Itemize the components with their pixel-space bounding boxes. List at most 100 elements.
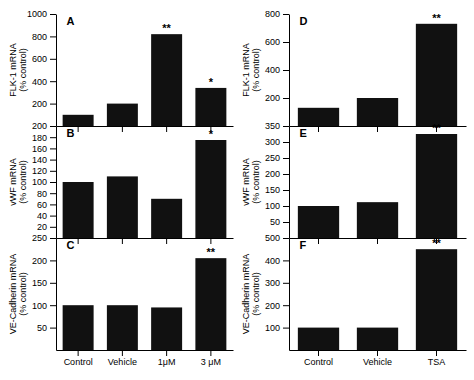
y-tick: 50 (37, 323, 56, 333)
x-tick-mark (122, 350, 123, 356)
y-tick-label: 200 (265, 301, 280, 311)
x-tick-mark (78, 238, 79, 244)
y-tick-label: 500 (265, 233, 280, 243)
bar (63, 115, 94, 126)
y-tick-mark (50, 260, 56, 261)
x-tick (210, 238, 211, 244)
y-tick-mark (50, 36, 56, 37)
y-tick-label: 600 (265, 37, 280, 47)
y-axis-label-line: (% control) (18, 272, 28, 316)
y-tick-label: 800 (265, 9, 280, 19)
figure: 2004006008001000FLK-1 mRNA(% control)A**… (0, 0, 474, 380)
y-axis-label-line: (% control) (251, 48, 261, 92)
bar (63, 305, 94, 350)
x-tick (122, 238, 123, 244)
y-tick: 200 (32, 256, 56, 266)
y-tick-mark (283, 283, 289, 284)
bar (63, 182, 94, 238)
bar (298, 108, 339, 126)
x-tick: Control (64, 350, 93, 367)
bar (416, 249, 457, 350)
y-tick-label: 20 (37, 222, 47, 232)
y-tick: 20 (37, 222, 56, 232)
x-tick: 1μM (158, 350, 176, 367)
y-tick-label: 100 (32, 177, 47, 187)
y-axis: 50100150200250300350 (265, 121, 290, 238)
y-tick-mark (50, 182, 56, 183)
y-axis: 100200300400500 (265, 233, 290, 350)
y-axis-label-line: VE-Cadherin mRNA (241, 254, 251, 335)
x-axis: ControlVehicleTSA (290, 350, 467, 367)
bar (107, 305, 138, 350)
bar (151, 307, 182, 350)
y-tick: 120 (32, 166, 56, 176)
y-tick-label: 180 (32, 133, 47, 143)
y-tick: 600 (32, 54, 56, 64)
y-tick-mark (50, 14, 56, 15)
y-axis-label-line: FLK-1 mRNA (241, 43, 251, 97)
y-axis-label-line: (% control) (251, 160, 261, 204)
y-tick-label: 150 (265, 185, 280, 195)
y-tick: 1000 (27, 9, 56, 19)
y-tick-mark (50, 59, 56, 60)
y-tick-mark (50, 126, 56, 127)
bar (357, 202, 398, 238)
y-tick-mark (50, 283, 56, 284)
y-tick-mark (283, 222, 289, 223)
y-tick-label: 400 (265, 65, 280, 75)
x-tick-label: 1μM (158, 357, 176, 367)
y-tick-label: 50 (37, 323, 47, 333)
y-tick-label: 1000 (27, 9, 47, 19)
x-tick-label: Control (304, 357, 333, 367)
y-tick: 200 (32, 99, 56, 109)
y-tick-mark (50, 204, 56, 205)
y-tick-label: 200 (32, 121, 47, 131)
y-tick-mark (50, 148, 56, 149)
y-tick-mark (283, 98, 289, 99)
x-tick (318, 238, 319, 244)
y-tick: 800 (32, 32, 56, 42)
y-tick-label: 600 (32, 54, 47, 64)
y-tick-label: 800 (32, 32, 47, 42)
x-axis: ControlVehicle1μM3 μM (57, 350, 234, 367)
y-tick-mark (283, 190, 289, 191)
x-tick-mark (377, 350, 378, 356)
y-tick-mark (50, 305, 56, 306)
y-tick: 400 (265, 65, 289, 75)
panel: 50100150200250300350vWF mRNA(% control)E… (241, 121, 467, 244)
y-tick: 150 (265, 185, 289, 195)
x-tick (166, 126, 167, 132)
y-tick: 60 (37, 200, 56, 210)
x-tick-mark (166, 238, 167, 244)
bar (298, 328, 339, 350)
y-tick-mark (283, 70, 289, 71)
x-axis-line (57, 238, 234, 239)
y-axis-label: VE-Cadherin mRNA(% control) (241, 254, 261, 335)
y-tick-mark (50, 227, 56, 228)
panel: 20406080100120140160180200vWF mRNA(% con… (8, 121, 234, 244)
x-tick: TSA (428, 350, 446, 367)
bar (416, 134, 457, 238)
bars (63, 258, 227, 350)
y-tick: 400 (32, 77, 56, 87)
y-axis-label-line: vWF mRNA (8, 158, 18, 206)
y-tick-mark (283, 42, 289, 43)
y-tick: 250 (32, 233, 56, 243)
y-tick: 100 (265, 323, 289, 333)
y-axis-label-line: VE-Cadherin mRNA (8, 254, 18, 335)
y-tick-label: 40 (37, 211, 47, 221)
x-tick-mark (78, 126, 79, 132)
x-tick-mark (377, 126, 378, 132)
y-axis-line (289, 15, 290, 127)
bars (298, 249, 457, 350)
x-tick-mark (318, 238, 319, 244)
panel: 200400600800FLK-1 mRNA(% control)D** (241, 9, 467, 132)
y-tick-mark (50, 81, 56, 82)
x-tick-mark (210, 238, 211, 244)
y-tick-label: 140 (32, 155, 47, 165)
y-tick: 300 (265, 278, 289, 288)
y-tick-mark (283, 126, 289, 127)
y-axis-label: FLK-1 mRNA(% control) (241, 43, 261, 97)
bar (416, 24, 457, 126)
y-tick-label: 200 (32, 256, 47, 266)
